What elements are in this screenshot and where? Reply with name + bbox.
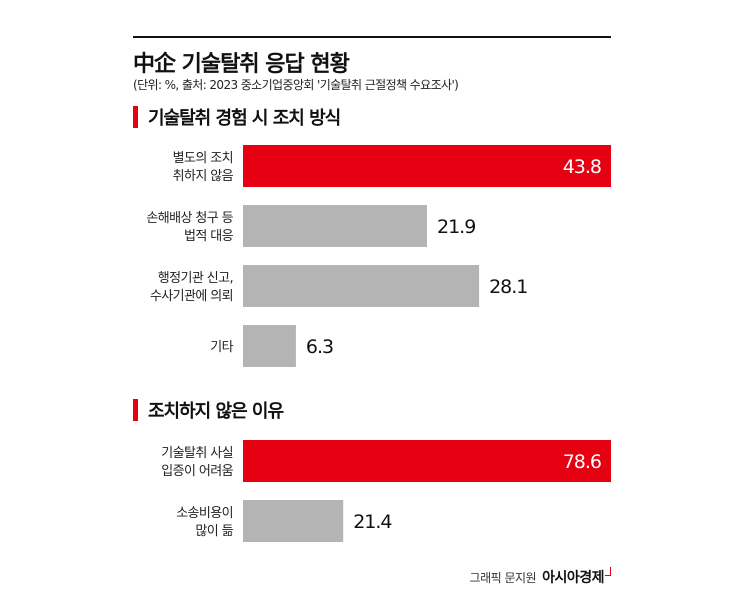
category-label-2-1-1: 기술탈취 사실 — [161, 446, 233, 461]
bar-1-3 — [243, 265, 480, 307]
category-label-1-1-1: 별도의 조치 — [173, 151, 233, 166]
value-label-1-4: 6.3 — [306, 336, 333, 358]
publisher-logo-text: 아시아경제 — [542, 570, 604, 586]
category-label-1-3-1: 행정기관 신고, — [158, 270, 233, 286]
top-rule — [133, 36, 611, 38]
category-label-1-2-2: 법적 대응 — [184, 229, 234, 244]
section-title-2: 조치하지 않은 이유 — [148, 401, 284, 422]
bar-2-2 — [243, 500, 344, 542]
category-label-1-3-2: 수사기관에 의뢰 — [150, 289, 233, 304]
section-marker — [133, 106, 138, 128]
section-marker — [133, 399, 138, 421]
category-label-1-1-2: 취하지 않음 — [173, 169, 234, 184]
value-label-1-3: 28.1 — [489, 276, 527, 298]
section-title-1: 기술탈취 경험 시 조치 방식 — [148, 108, 341, 129]
bar-2-1 — [243, 440, 611, 482]
graphic-credit: 그래픽 문지원 — [469, 571, 537, 585]
value-label-1-2: 21.9 — [437, 216, 475, 238]
credit: 그래픽 문지원 아시아경제 — [470, 567, 611, 587]
category-label-1-4-1: 기타 — [210, 340, 233, 355]
section-heading-1: 기술탈취 경험 시 조치 방식 — [133, 105, 341, 129]
value-label-1-1: 43.8 — [563, 156, 601, 178]
bar-1-1 — [243, 145, 611, 187]
value-label-2-1: 78.6 — [563, 451, 601, 473]
category-label-2-2-1: 소송비용이 — [176, 506, 233, 521]
section-heading-2: 조치하지 않은 이유 — [133, 398, 284, 422]
category-label-2-2-2: 많이 듦 — [195, 524, 233, 539]
publisher-logo: 아시아경제 — [542, 567, 611, 587]
category-label-1-2-1: 손해배상 청구 등 — [146, 211, 233, 226]
logo-mark-icon — [605, 567, 611, 576]
category-label-2-1-2: 입증이 어려움 — [161, 464, 233, 479]
chart-subtitle: (단위: %, 출처: 2023 중소기업중앙회 '기술탈취 근절정책 수요조사… — [133, 78, 459, 92]
bar-1-2 — [243, 205, 427, 247]
bar-1-4 — [243, 325, 296, 367]
chart-title: 中企 기술탈취 응답 현황 — [133, 52, 350, 77]
value-label-2-2: 21.4 — [353, 511, 392, 533]
